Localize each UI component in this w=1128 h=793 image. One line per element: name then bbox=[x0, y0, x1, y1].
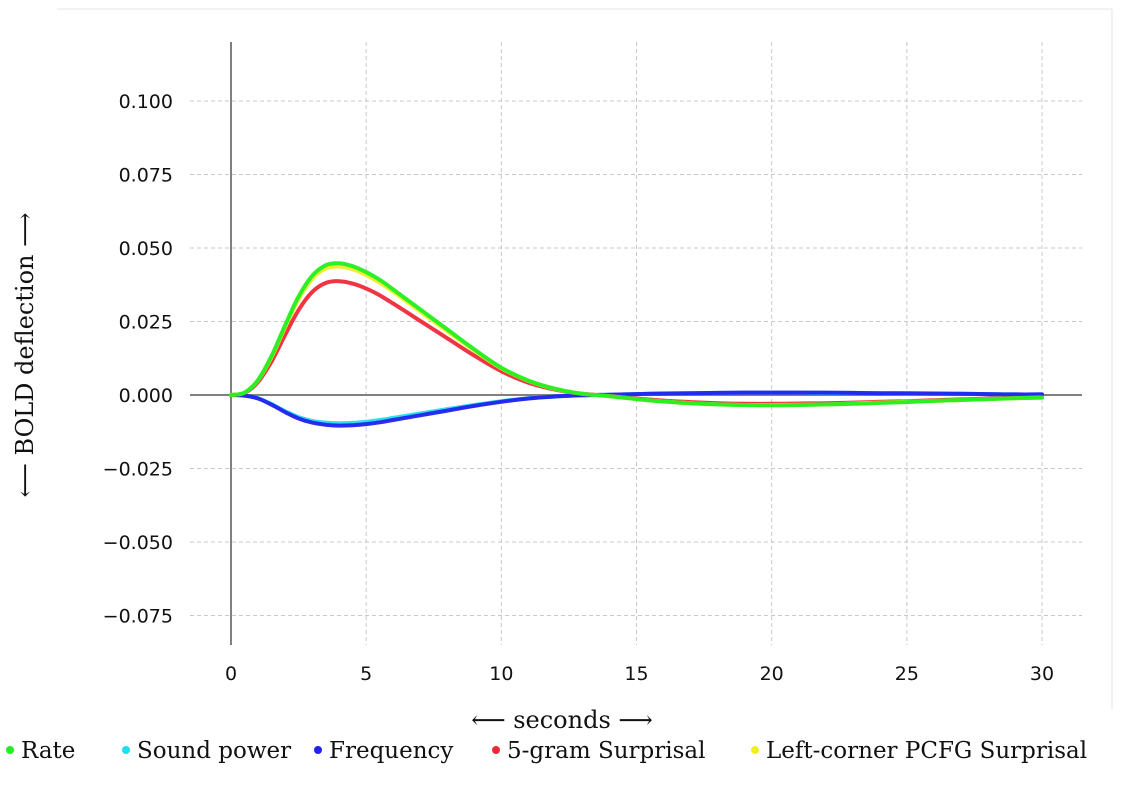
legend-item: Frequency bbox=[314, 733, 453, 769]
series-line-rate bbox=[229, 261, 1044, 408]
grid bbox=[190, 42, 1082, 645]
x-tick-label: 30 bbox=[1030, 663, 1054, 685]
x-tick-label: 15 bbox=[624, 663, 648, 685]
y-tick-label: 0.025 bbox=[119, 312, 173, 334]
y-axis-title: ⟵ BOLD deflection ⟶ bbox=[11, 212, 39, 497]
y-tick-label: 0.075 bbox=[119, 165, 173, 187]
series-lines bbox=[229, 261, 1044, 428]
y-tick-label: 0.100 bbox=[119, 91, 173, 113]
chart: −0.075 −0.050 −0.025 0.000 0.025 0.050 0.075 0.… bbox=[11, 8, 1113, 733]
x-tick-label: 25 bbox=[895, 663, 919, 685]
y-tick-label: 0.000 bbox=[119, 385, 173, 407]
legend-label: Sound power bbox=[137, 738, 292, 764]
x-tick-label: 5 bbox=[360, 663, 372, 685]
legend-label: Frequency bbox=[329, 738, 454, 764]
y-tick-label: −0.025 bbox=[103, 459, 173, 481]
legend-dot bbox=[314, 746, 322, 754]
legend-item: Sound power bbox=[122, 733, 291, 769]
y-tick-label: 0.050 bbox=[119, 238, 173, 260]
legend-label: Left-corner PCFG Surprisal bbox=[766, 738, 1088, 764]
y-tick-label: −0.075 bbox=[103, 606, 173, 628]
legend-dot bbox=[492, 746, 500, 754]
legend-item: 5-gram Surprisal bbox=[492, 733, 705, 769]
legend-dot bbox=[122, 746, 130, 754]
series-line-frequency bbox=[229, 390, 1044, 428]
x-axis-title: ⟵ seconds ⟶ bbox=[471, 706, 653, 733]
legend: Rate Sound power Frequency 5-gram Surprisal… bbox=[0, 733, 1128, 793]
legend-item: Left-corner PCFG Surprisal bbox=[751, 733, 1087, 769]
legend-label: 5-gram Surprisal bbox=[507, 738, 706, 764]
legend-dot bbox=[751, 746, 759, 754]
legend-item: Rate bbox=[6, 733, 75, 769]
x-tick-label: 20 bbox=[760, 663, 784, 685]
y-tick-label: −0.050 bbox=[103, 532, 173, 554]
legend-label: Rate bbox=[21, 738, 76, 764]
x-tick-label: 10 bbox=[489, 663, 513, 685]
x-tick-label: 0 bbox=[225, 663, 237, 685]
tick-labels: −0.075 −0.050 −0.025 0.000 0.025 0.050 0.075 0.… bbox=[103, 91, 1054, 685]
legend-dot bbox=[6, 746, 14, 754]
